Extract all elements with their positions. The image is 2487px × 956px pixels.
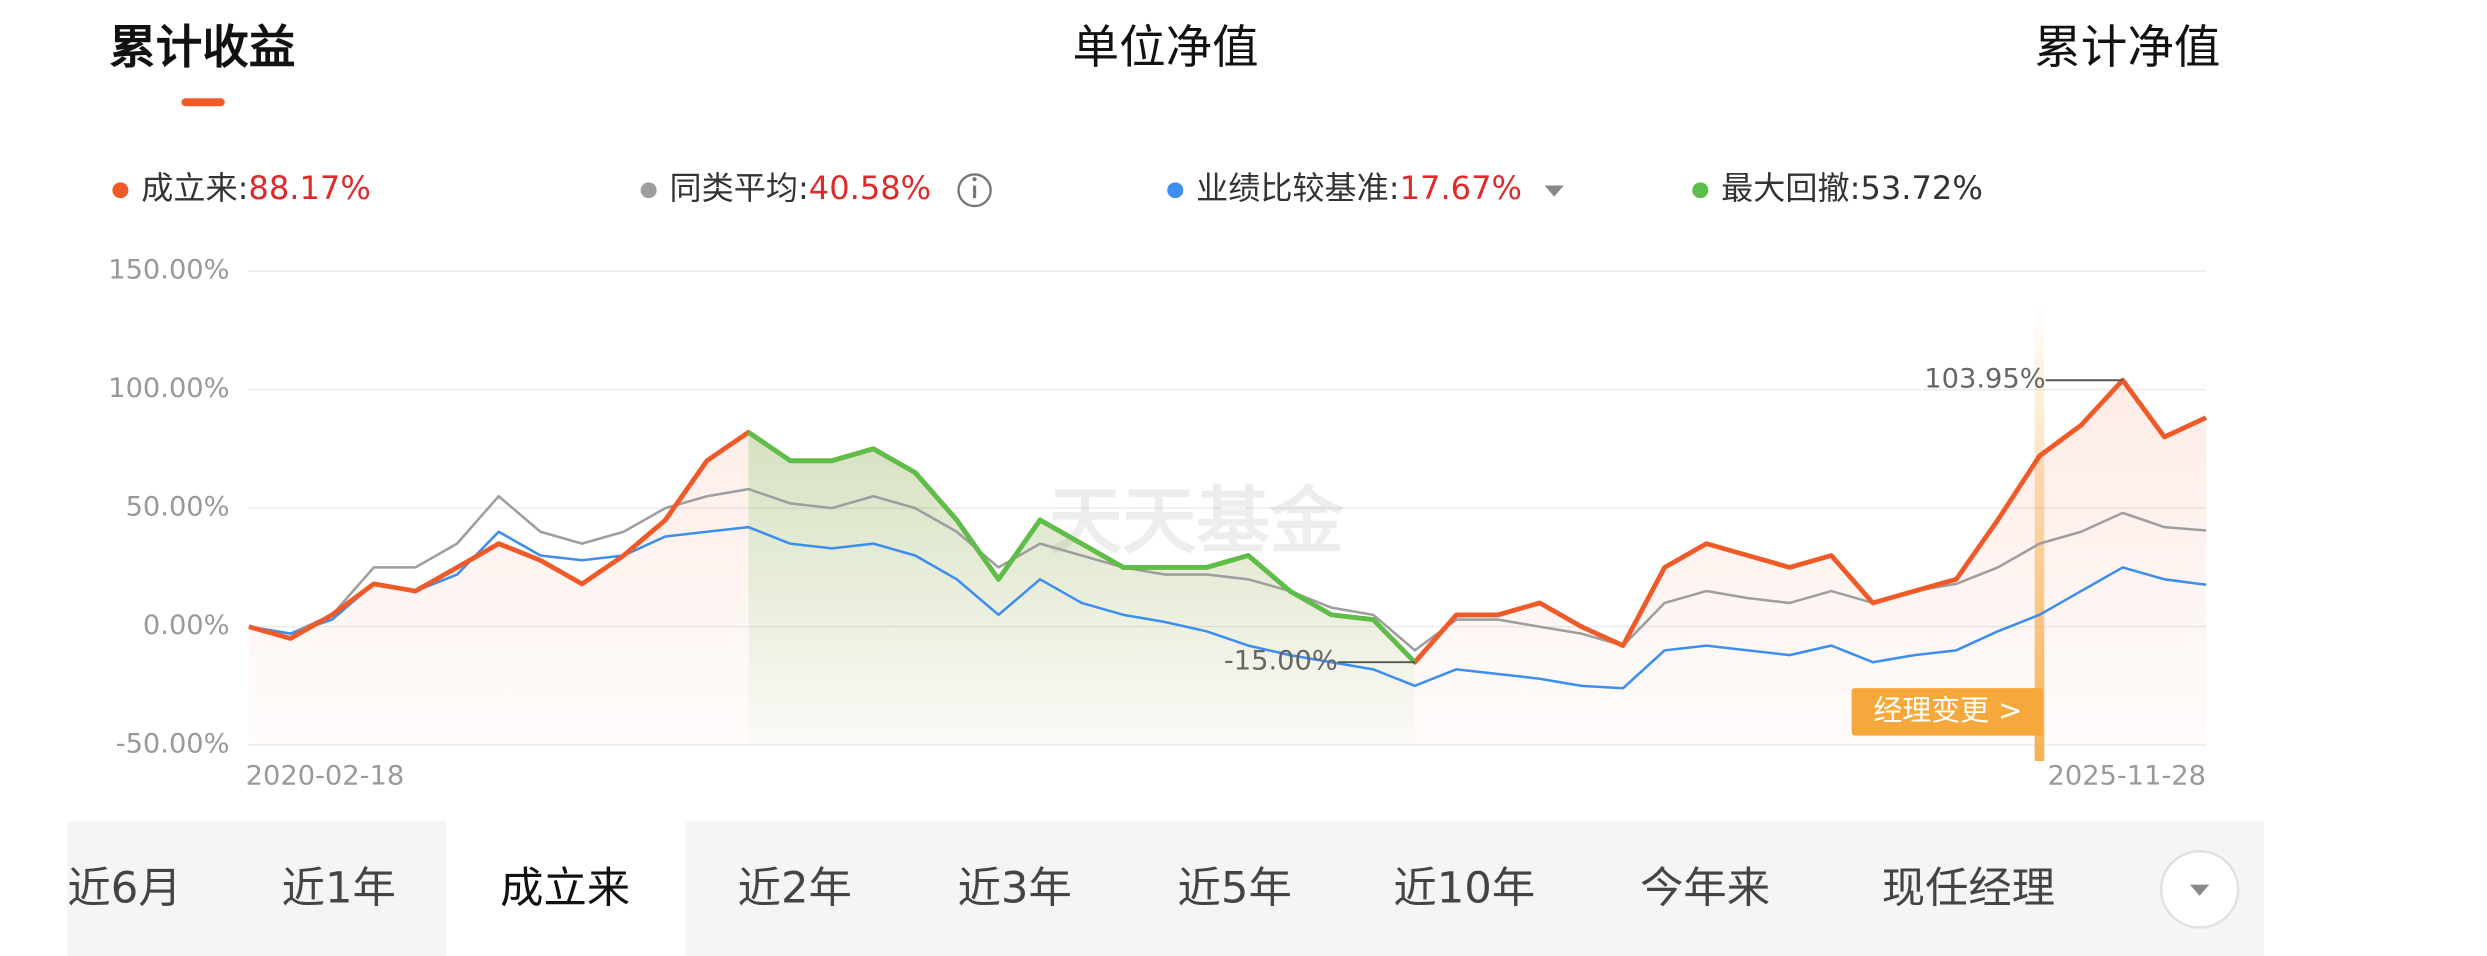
- x-tick-label: 2020-02-18: [246, 760, 405, 791]
- manager-change-bar: [2034, 302, 2045, 761]
- y-tick-label: 150.00%: [108, 255, 229, 286]
- period-tab[interactable]: 今年来: [1640, 864, 1770, 914]
- dropdown-arrow[interactable]: [1544, 185, 1564, 197]
- legend-separator: :: [1850, 169, 1861, 207]
- legend-value: 88.17%: [248, 169, 370, 207]
- period-tab[interactable]: 近5年: [1178, 864, 1292, 914]
- legend-name: 成立来: [141, 169, 237, 207]
- area: [748, 432, 1415, 746]
- legend-dot: [1167, 182, 1184, 199]
- legend-dot: [112, 182, 129, 199]
- legend-entry: 业绩比较基准:17.67%: [1196, 169, 1522, 207]
- legend-name: 业绩比较基准: [1196, 169, 1389, 207]
- legend-separator: :: [238, 169, 249, 207]
- period-tab[interactable]: 近2年: [738, 864, 852, 914]
- line: [248, 525, 2207, 690]
- annotation-label: -15.00%: [1224, 646, 1338, 677]
- legend-dot: [640, 182, 657, 199]
- view-tab[interactable]: 累计净值: [2034, 20, 2220, 74]
- period-tab[interactable]: 近10年: [1393, 864, 1535, 914]
- legend-separator: :: [1389, 169, 1400, 207]
- y-tick-label: -50.00%: [116, 729, 230, 760]
- period-tab[interactable]: 近3年: [958, 864, 1072, 914]
- legend-separator: :: [798, 169, 809, 207]
- period-bar: [67, 821, 2264, 956]
- legend-dot: [1692, 182, 1709, 199]
- y-tick-label: 0.00%: [143, 610, 230, 641]
- period-tab[interactable]: 近6月: [67, 864, 181, 914]
- y-tick-label: 50.00%: [126, 492, 230, 523]
- legend-entry: 同类平均:40.58%: [670, 169, 932, 207]
- y-tick-label: 100.00%: [108, 373, 229, 404]
- info-icon-bar: [972, 185, 977, 199]
- legend-name: 最大回撤: [1721, 169, 1849, 207]
- manager-change-label[interactable]: 经理变更 >: [1873, 693, 2022, 727]
- tab-underline: [181, 98, 225, 107]
- manager-change-badge[interactable]: [1851, 688, 2043, 736]
- period-tab-selected[interactable]: [446, 821, 686, 956]
- line: [747, 430, 1417, 664]
- more-arrow: [2189, 884, 2210, 896]
- period-tab[interactable]: 近1年: [282, 864, 396, 914]
- legend-value: 17.67%: [1400, 169, 1522, 207]
- watermark: 天天基金: [1048, 480, 1344, 564]
- legend-value: 53.72%: [1860, 169, 1982, 207]
- legend-name: 同类平均: [670, 169, 798, 207]
- view-tab[interactable]: 累计收益: [109, 20, 295, 74]
- legend-entry: 最大回撤:53.72%: [1721, 169, 1983, 207]
- info-icon[interactable]: [957, 173, 992, 208]
- x-tick-label: 2025-11-28: [2047, 760, 2206, 791]
- info-icon-dot: [972, 177, 977, 182]
- annotation-label: 103.95%: [1924, 364, 2045, 395]
- view-tab[interactable]: 单位净值: [1073, 20, 1259, 74]
- period-tab[interactable]: 现任经理: [1882, 864, 2055, 914]
- legend-value: 40.58%: [809, 169, 931, 207]
- legend-entry: 成立来:88.17%: [141, 169, 371, 207]
- period-tab[interactable]: 成立来: [500, 864, 630, 914]
